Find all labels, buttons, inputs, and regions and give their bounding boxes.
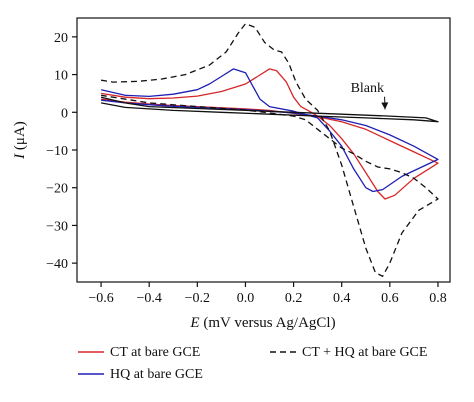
y-tick-label: 20 bbox=[54, 31, 68, 46]
series-line-hq-at-bare-gce bbox=[100, 68, 439, 193]
x-axis-title: E (mV versus Ag/AgCl) bbox=[189, 315, 335, 331]
series-lines bbox=[100, 23, 439, 277]
legend-label-ct-at-bare-gce: CT at bare GCE bbox=[110, 345, 200, 360]
x-tick-label: 0.6 bbox=[381, 291, 399, 306]
y-tick-label: −10 bbox=[46, 144, 68, 159]
y-axis-title-symbol: I bbox=[12, 153, 28, 160]
y-tick-label: 10 bbox=[54, 69, 68, 84]
blank-annotation-label: Blank bbox=[351, 81, 384, 96]
series-line-ct-at-bare-gce bbox=[100, 68, 439, 200]
legend: CT at bare GCE HQ at bare GCE CT + HQ at b… bbox=[78, 345, 427, 382]
annotation: Blank bbox=[351, 81, 389, 110]
x-tick-label: −0.6 bbox=[88, 291, 113, 306]
y-tick-label: −40 bbox=[46, 257, 68, 272]
legend-label-hq-at-bare-gce: HQ at bare GCE bbox=[110, 367, 203, 382]
y-axis-title-text: (μA) bbox=[12, 121, 28, 154]
plot-border bbox=[76, 17, 451, 283]
x-axis-title-text: (mV versus Ag/AgCl) bbox=[200, 315, 336, 331]
x-axis-title-symbol: E bbox=[189, 315, 199, 331]
y-axis-title: I (μA) bbox=[12, 121, 28, 160]
y-tick-label: −30 bbox=[46, 219, 68, 234]
x-tick-label: 0.4 bbox=[333, 291, 351, 306]
x-tick-label: −0.4 bbox=[136, 291, 161, 306]
x-tick-label: 0.0 bbox=[237, 291, 255, 306]
y-tick-label: 0 bbox=[61, 106, 68, 121]
series-line-blank bbox=[100, 96, 439, 123]
x-tick-label: 0.8 bbox=[429, 291, 447, 306]
plot-frame bbox=[76, 17, 451, 283]
y-tick-label: −20 bbox=[46, 182, 68, 197]
x-tick-label: −0.2 bbox=[185, 291, 210, 306]
axis-ticks: −0.6 −0.4 −0.2 0.0 0.2 0.4 0.6 0.8 20 10 0 −10 −20 −3… bbox=[46, 31, 447, 306]
blank-annotation-arrowhead bbox=[381, 102, 389, 110]
x-tick-label: 0.2 bbox=[285, 291, 303, 306]
series-line-ct-hq-at-bare-gce bbox=[100, 23, 439, 277]
legend-label-ct-hq-at-bare-gce: CT + HQ at bare GCE bbox=[302, 345, 427, 360]
